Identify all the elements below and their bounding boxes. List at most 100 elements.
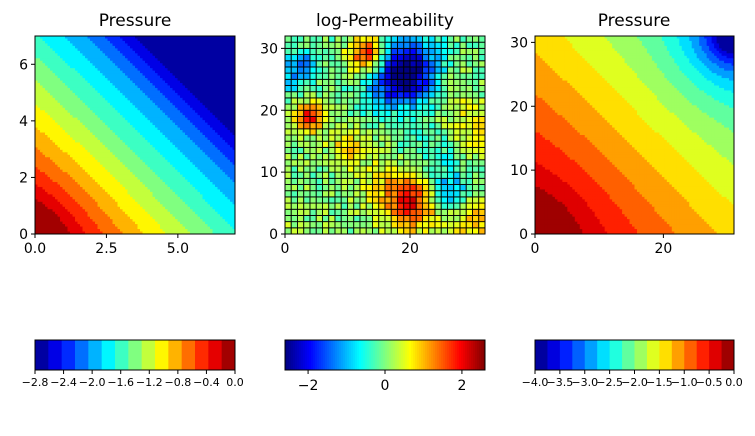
- contour-cell: [160, 127, 164, 131]
- contour-cell: [92, 159, 96, 163]
- contour-cell: [52, 90, 56, 94]
- contour-cell: [170, 107, 174, 111]
- contour-cell: [145, 70, 149, 74]
- contour-bands: [35, 36, 235, 234]
- contour-cell: [37, 172, 41, 176]
- contour-cell: [82, 55, 86, 59]
- contour-cell: [187, 184, 191, 188]
- contour-cell: [145, 174, 149, 178]
- contour-cell: [102, 142, 106, 146]
- contour-cell: [75, 83, 79, 87]
- contour-cell: [75, 135, 79, 139]
- contour-cell: [127, 144, 131, 148]
- contour-cell: [190, 159, 194, 163]
- contour-cell: [195, 97, 199, 101]
- contour-cell: [170, 125, 174, 129]
- contour-cell: [160, 63, 164, 67]
- contour-cell: [102, 167, 106, 171]
- contour-cell: [62, 53, 66, 57]
- contour-cell: [170, 97, 174, 101]
- contour-cell: [35, 65, 39, 69]
- contour-cell: [187, 157, 191, 161]
- contour-cell: [200, 186, 204, 191]
- contour-cell: [75, 184, 79, 188]
- contour-cell: [62, 80, 66, 84]
- contour-cell: [120, 100, 124, 104]
- contour-cell: [165, 102, 169, 106]
- contour-cell: [160, 162, 164, 166]
- contour-cell: [217, 149, 221, 153]
- contour-cell: [160, 65, 164, 69]
- contour-cell: [72, 122, 76, 126]
- contour-cell: [210, 60, 214, 64]
- contour-cell: [82, 157, 86, 161]
- contour-cell: [70, 127, 74, 131]
- contour-cell: [57, 147, 61, 151]
- contour-cell: [192, 177, 196, 181]
- contour-cell: [157, 132, 161, 136]
- contour-cell: [147, 87, 151, 92]
- contour-cell: [65, 85, 69, 89]
- contour-cell: [115, 83, 119, 87]
- contour-cell: [62, 184, 66, 188]
- contour-cell: [185, 95, 189, 99]
- contour-cell: [42, 105, 46, 109]
- contour-cell: [135, 70, 139, 74]
- contour-cell: [205, 167, 209, 171]
- contour-cell: [157, 125, 161, 129]
- contour-cell: [165, 78, 169, 82]
- contour-cell: [92, 40, 96, 45]
- contour-cell: [117, 68, 121, 72]
- contour-cell: [185, 45, 189, 49]
- contour-cell: [60, 112, 64, 116]
- contour-cell: [192, 169, 196, 173]
- contour-cell: [227, 144, 231, 148]
- contour-cell: [62, 70, 66, 74]
- contour-cell: [222, 40, 226, 45]
- contour-cell: [82, 48, 86, 52]
- contour-cell: [170, 100, 174, 104]
- contour-cell: [147, 58, 151, 62]
- contour-cell: [42, 63, 46, 67]
- contour-cell: [70, 186, 74, 191]
- contour-cell: [132, 144, 136, 148]
- contour-cell: [60, 174, 64, 178]
- contour-cell: [180, 73, 184, 77]
- contour-cell: [195, 139, 199, 144]
- contour-cell: [192, 149, 196, 153]
- contour-cell: [80, 45, 84, 49]
- contour-cell: [57, 36, 61, 40]
- contour-cell: [125, 65, 129, 69]
- contour-cell: [105, 70, 109, 74]
- contour-cell: [47, 186, 51, 191]
- contour-cell: [220, 167, 224, 171]
- contour-cell: [87, 154, 91, 158]
- contour-cell: [230, 149, 234, 153]
- contour-cell: [112, 43, 116, 47]
- contour-cell: [67, 45, 71, 49]
- contour-cell: [152, 115, 156, 119]
- contour-cell: [82, 68, 86, 72]
- contour-cell: [72, 48, 76, 52]
- contour-cell: [115, 80, 119, 84]
- contour-cell: [62, 68, 66, 72]
- contour-cell: [175, 174, 179, 178]
- contour-cell: [120, 95, 124, 99]
- contour-cell: [225, 78, 229, 82]
- contour-cell: [60, 120, 64, 124]
- contour-cell: [82, 78, 86, 82]
- contour-cell: [95, 154, 99, 158]
- contour-cell: [122, 132, 126, 136]
- contour-cell: [100, 179, 104, 183]
- contour-cell: [72, 73, 76, 77]
- contour-cell: [207, 100, 211, 104]
- contour-cell: [197, 55, 201, 59]
- contour-cell: [42, 120, 46, 124]
- contour-cell: [120, 149, 124, 153]
- contour-cell: [160, 147, 164, 151]
- contour-cell: [117, 70, 121, 74]
- contour-cell: [175, 90, 179, 94]
- contour-cell: [140, 159, 144, 163]
- contour-cell: [205, 169, 209, 173]
- contour-cell: [112, 100, 116, 104]
